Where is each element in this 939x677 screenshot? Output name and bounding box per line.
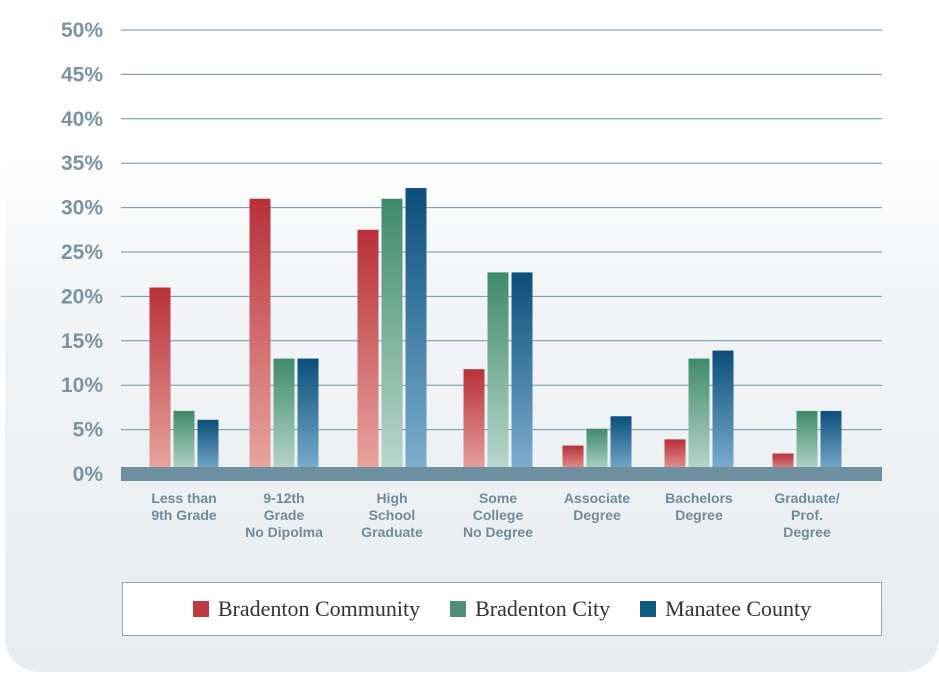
bar-bradenton-community [463,369,485,474]
bar-manatee-county [511,272,533,474]
y-tick-label: 35% [61,152,103,175]
bar-manatee-county [197,419,219,474]
y-tick-label: 10% [61,374,103,397]
x-category-label: Less than 9th Grade [151,490,217,523]
bar-bradenton-community [562,445,584,474]
x-category-label: 9-12th Grade No Dipolma [245,490,323,540]
bar-bradenton-community [357,229,379,474]
legend-swatch-bradenton-community [192,601,209,617]
y-tick-label: 20% [61,285,103,308]
x-category-label: Bachelors Degree [665,490,733,523]
bar-manatee-county [712,350,734,474]
legend-item-bradenton-community: Bradenton Community [192,596,421,622]
bar-manatee-county [405,188,427,474]
legend-label-bradenton-city: Bradenton City [475,596,611,621]
bar-bradenton-city [796,410,818,474]
legend-label-bradenton-community: Bradenton Community [217,596,421,621]
x-axis-baseline [121,467,882,481]
y-tick-label: 30% [61,197,103,220]
legend-item-bradenton-city: Bradenton City [450,596,610,622]
legend: Bradenton Community Bradenton City Manat… [122,582,882,636]
bar-bradenton-city [273,358,295,474]
y-tick-label: 5% [73,419,104,442]
legend-swatch-manatee-county [640,601,657,617]
bar-bradenton-city [586,428,608,474]
bar-bradenton-community [149,287,171,474]
bar-manatee-county [297,358,319,474]
y-tick-label: 50% [61,19,103,42]
y-tick-label: 40% [61,108,103,131]
legend-swatch-bradenton-city [450,601,467,617]
y-tick-label: 45% [61,63,103,86]
bar-manatee-county [610,416,632,474]
x-category-label: High School Graduate [361,490,423,540]
bar-bradenton-city [688,358,710,474]
legend-item-manatee-county: Manatee County [640,596,811,622]
legend-label-manatee-county: Manatee County [665,596,812,621]
bar-bradenton-community [664,439,686,474]
bar-manatee-county [820,410,842,474]
bar-bradenton-city [487,272,509,474]
bar-bradenton-community [249,198,271,474]
y-tick-label: 15% [61,330,103,353]
y-tick-label: 0% [73,463,104,486]
bar-bradenton-city [173,410,195,474]
y-tick-label: 25% [61,241,103,264]
x-category-label: Associate Degree [564,490,630,523]
x-category-label: Some College No Degree [463,490,533,540]
x-category-label: Graduate/Prof. Degree [774,490,839,540]
bar-bradenton-city [381,198,403,474]
